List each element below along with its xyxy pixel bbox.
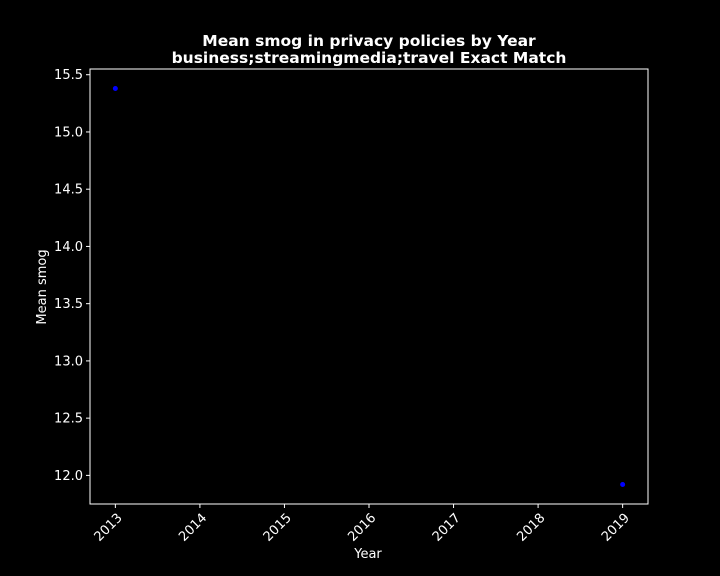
- x-axis-label: Year: [353, 547, 382, 562]
- data-point: [112, 85, 118, 91]
- y-tick-label: 14.5: [54, 183, 83, 198]
- y-tick-label: 13.0: [54, 354, 83, 369]
- y-tick-label: 15.0: [54, 125, 83, 140]
- y-tick-label: 13.5: [54, 297, 83, 312]
- data-points: [112, 85, 626, 488]
- y-tick-label: 15.5: [54, 68, 83, 83]
- y-tick-label: 12.5: [54, 412, 83, 427]
- data-point: [620, 482, 626, 488]
- y-axis-label: Mean smog: [35, 249, 50, 324]
- chart-title-line-1: Mean smog in privacy policies by Year: [202, 32, 536, 50]
- y-tick-label: 14.0: [54, 240, 83, 255]
- y-axis-ticks: 12.0 12.5 13.0 13.5 14.0 14.5 15.0 15.5: [54, 68, 90, 484]
- y-tick-label: 12.0: [54, 469, 83, 484]
- chart-title-line-2: business;streamingmedia;travel Exact Mat…: [172, 49, 567, 67]
